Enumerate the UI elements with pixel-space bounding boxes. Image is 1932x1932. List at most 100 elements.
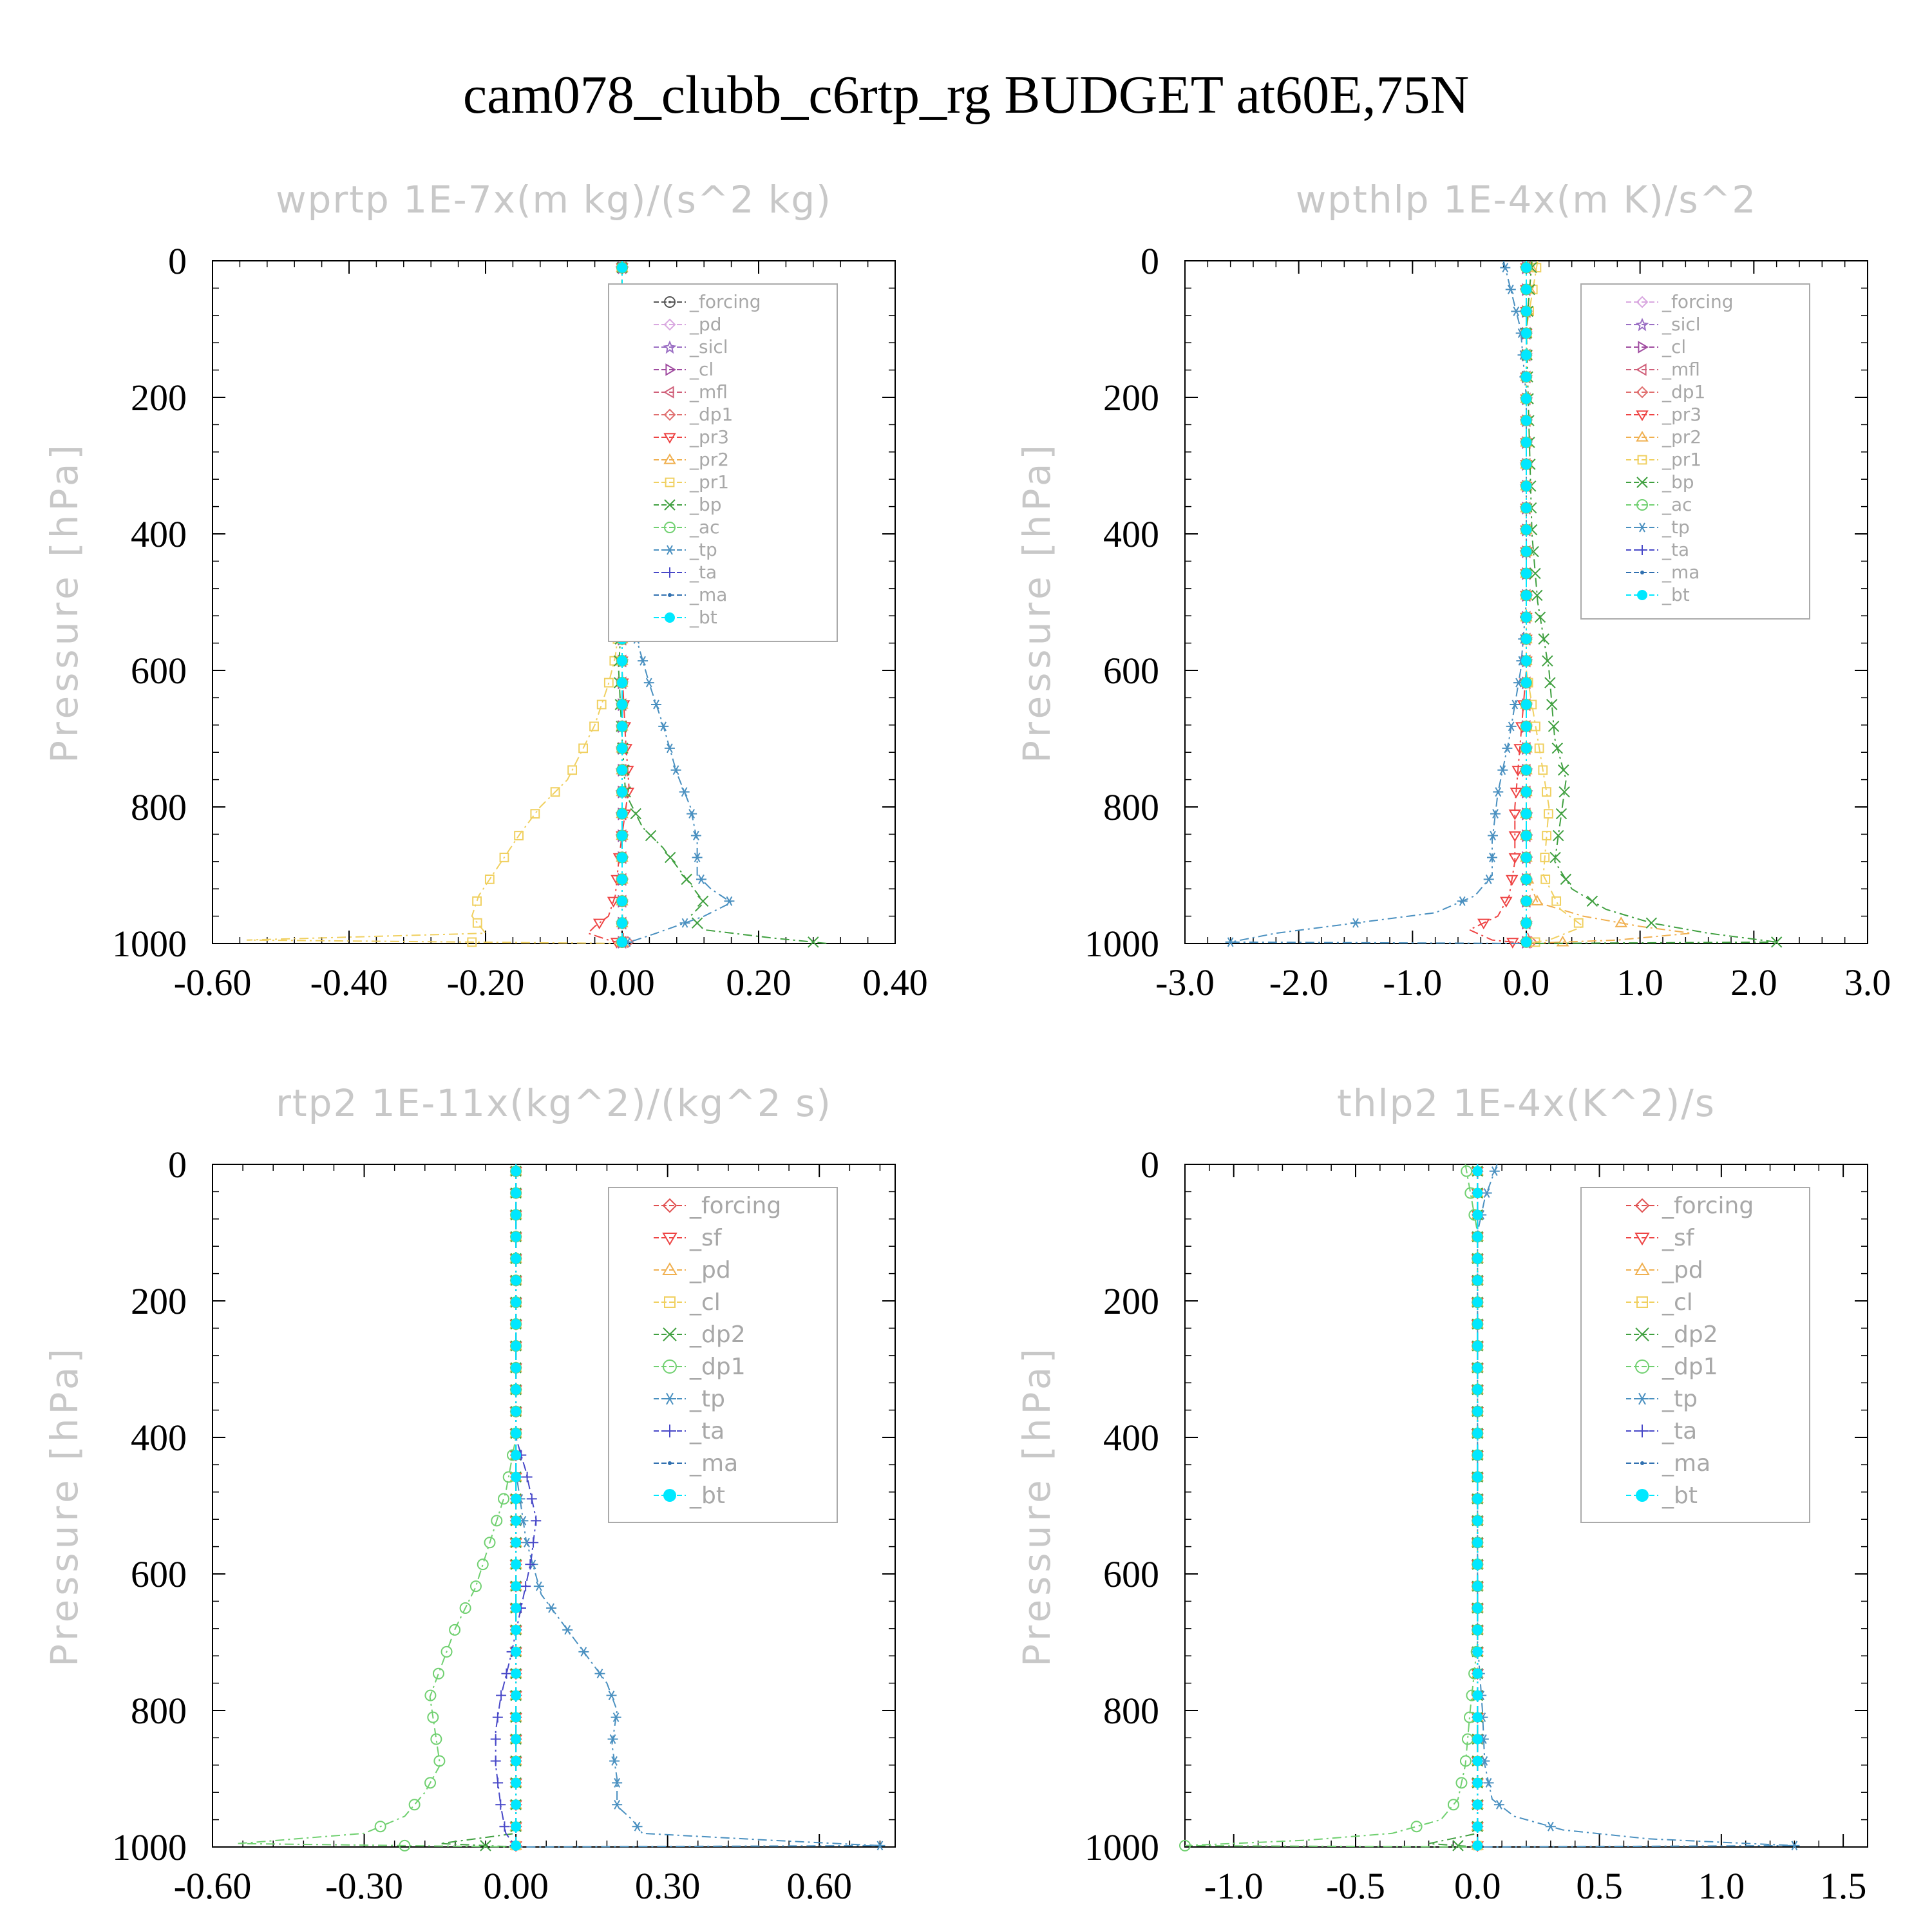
legend-label: _dp2 — [1662, 1321, 1718, 1348]
data-point — [1489, 1166, 1500, 1177]
panel-title: wprtp 1E-7x(m kg)/(s^2 kg) — [276, 178, 832, 222]
data-point — [1551, 896, 1562, 906]
series-bp — [1520, 260, 1783, 948]
x-tick-label: -1.0 — [1383, 961, 1442, 1003]
legend-marker — [1634, 1198, 1650, 1213]
data-point — [427, 1711, 439, 1723]
data-point — [1472, 1821, 1483, 1832]
y-axis-label: Pressure [hPa] — [1015, 441, 1059, 763]
y-tick-label: 0 — [168, 1144, 187, 1186]
data-point — [374, 1821, 386, 1833]
data-point — [491, 1515, 503, 1527]
data-point — [511, 1690, 522, 1701]
data-point — [449, 1624, 461, 1636]
data-point — [1544, 677, 1556, 688]
y-tick-label: 800 — [1103, 1690, 1159, 1732]
legend-label: _tp — [689, 1386, 725, 1412]
legend-label: _tp — [1662, 1386, 1698, 1412]
legend-label: _ac — [1662, 494, 1692, 515]
legend-label: _bt — [689, 1482, 725, 1509]
legend-label: _sf — [1662, 1225, 1695, 1251]
x-tick-label: 0.00 — [483, 1865, 549, 1907]
data-point — [511, 1209, 522, 1220]
data-point — [651, 699, 661, 710]
x-tick-label: -0.5 — [1326, 1865, 1385, 1907]
legend-marker — [1636, 386, 1649, 399]
y-axis-label: Pressure [hPa] — [43, 1345, 86, 1667]
data-point — [617, 656, 627, 667]
data-point — [632, 1821, 643, 1832]
data-point — [1472, 1515, 1483, 1526]
data-point — [492, 1712, 503, 1723]
legend-marker — [1635, 1327, 1649, 1341]
legend-marker — [663, 318, 676, 331]
data-point — [1770, 936, 1783, 948]
legend-label: _forcing — [689, 291, 761, 312]
data-point — [1472, 1493, 1483, 1504]
legend-label: _ac — [689, 516, 720, 538]
data-point — [697, 895, 709, 907]
data-point — [1472, 1231, 1483, 1242]
data-point — [1645, 917, 1658, 929]
data-point — [511, 1406, 522, 1417]
legend-marker — [1637, 590, 1647, 600]
legend-box — [1580, 283, 1810, 620]
data-point — [511, 1777, 522, 1788]
data-point — [511, 1340, 522, 1351]
data-point — [1472, 1297, 1483, 1308]
x-tick-label: 0.60 — [786, 1865, 852, 1907]
data-point — [511, 1668, 522, 1679]
data-point — [617, 677, 627, 688]
data-point — [562, 1625, 573, 1635]
data-point — [467, 937, 477, 947]
data-point — [690, 831, 701, 840]
legend-label: _sf — [689, 1225, 723, 1251]
data-point — [1551, 743, 1563, 754]
data-point — [1447, 1799, 1459, 1811]
data-point — [511, 1472, 522, 1482]
data-point — [1521, 262, 1531, 273]
data-point — [440, 1645, 453, 1658]
data-point — [1521, 656, 1531, 667]
data-point — [472, 918, 482, 928]
data-point — [399, 1839, 411, 1852]
legend-marker — [1636, 296, 1649, 308]
data-point — [679, 918, 690, 928]
data-point — [1510, 788, 1523, 799]
data-point — [1497, 765, 1508, 775]
data-point — [546, 1603, 557, 1613]
legend-box — [1580, 1187, 1810, 1523]
figure-title: cam078_clubb_c6rtp_rg BUDGET at60E,75N — [463, 65, 1469, 125]
legend-marker — [665, 477, 675, 488]
x-tick-label: 1.5 — [1820, 1865, 1867, 1907]
data-point — [511, 1231, 522, 1242]
y-tick-label: 0 — [1141, 240, 1159, 282]
y-tick-label: 200 — [1103, 1280, 1159, 1322]
data-point — [1521, 415, 1531, 426]
data-point — [1521, 350, 1531, 361]
data-point — [1531, 895, 1544, 905]
data-point — [617, 808, 627, 819]
data-point — [1511, 306, 1522, 316]
legend-marker — [665, 363, 676, 376]
x-tick-label: -0.40 — [310, 961, 388, 1003]
data-point — [511, 1253, 522, 1264]
data-point — [1521, 393, 1531, 404]
legend-label: _pd — [1662, 1257, 1703, 1283]
x-tick-label: 0.0 — [1503, 961, 1550, 1003]
data-point — [469, 1580, 482, 1593]
data-point — [1521, 546, 1531, 557]
data-point — [1521, 764, 1531, 775]
data-point — [617, 830, 627, 841]
data-point — [520, 1581, 531, 1592]
data-point — [511, 1515, 522, 1526]
legend-label: _ta — [1662, 1418, 1697, 1444]
data-point — [511, 1603, 522, 1613]
data-point — [1521, 284, 1531, 295]
data-point — [499, 1821, 510, 1832]
data-point — [1488, 831, 1499, 840]
legend-marker — [663, 1425, 676, 1437]
legend-label: _mfl — [689, 381, 728, 402]
panel-title: thlp2 1E-4x(K^2)/s — [1337, 1081, 1716, 1125]
legend-marker — [1636, 1489, 1649, 1502]
